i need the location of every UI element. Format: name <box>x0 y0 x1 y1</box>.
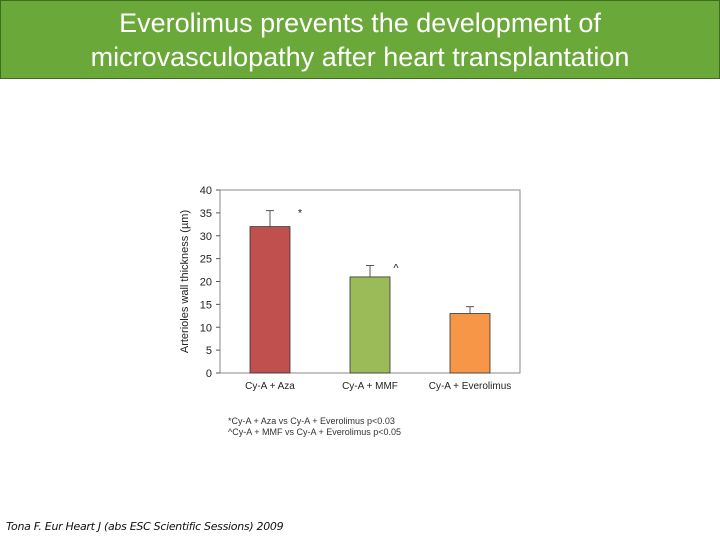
x-tick-label: Cy-A + Aza <box>245 381 295 392</box>
y-tick-label: 30 <box>200 231 212 243</box>
y-tick-label: 10 <box>200 322 212 334</box>
y-tick-label: 35 <box>200 208 212 220</box>
bar-chart: 0 5 10 15 20 25 30 35 40 Arterioles wall thicknes… <box>179 185 521 437</box>
bar-1 <box>249 226 291 374</box>
y-tick-label: 25 <box>200 254 212 266</box>
bar-3 <box>449 313 491 374</box>
slide-title-line-2: microvasculopathy after heart transplant… <box>90 41 630 72</box>
y-tick-label: 40 <box>200 185 212 197</box>
significance-marker-2: ^ <box>393 262 399 274</box>
y-tick-label: 20 <box>200 277 212 289</box>
x-tick-label: Cy-A + MMF <box>342 381 398 392</box>
citation: Tona F. Eur Heart J (abs ESC Scientific … <box>6 520 284 533</box>
significance-marker-1: * <box>298 208 303 220</box>
title-banner: Everolimus prevents the development of m… <box>0 0 720 79</box>
y-tick-label: 15 <box>200 299 212 311</box>
bar-2 <box>349 276 391 374</box>
x-tick-label: Cy-A + Everolimus <box>429 381 512 392</box>
footnote-1: *Cy-A + Aza vs Cy-A + Everolimus p<0.03 <box>228 416 395 426</box>
slide-title-line-1: Everolimus prevents the development of <box>119 7 601 38</box>
footnote-2: ^Cy-A + MMF vs Cy-A + Everolimus p<0.05 <box>228 427 401 437</box>
y-tick-label: 5 <box>206 345 212 357</box>
y-tick-label: 0 <box>206 368 212 380</box>
y-axis-label: Arterioles wall thickness (µm) <box>179 210 191 353</box>
